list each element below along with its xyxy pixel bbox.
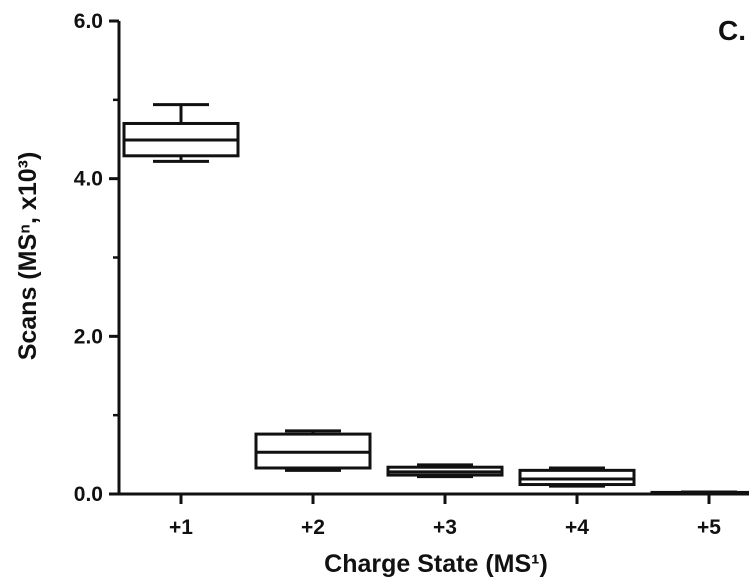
x-tick-label: +1 (169, 516, 193, 539)
axes: 0.0 2.0 4.0 6.0 +1 +2 +3 +4 +5 (74, 10, 749, 539)
x-tick-label: +5 (697, 516, 721, 539)
panel-label: C. (718, 15, 746, 46)
y-tick-label: 6.0 (74, 10, 103, 33)
box-3 (386, 463, 504, 479)
x-tick-label: +2 (301, 516, 325, 539)
box-4 (518, 466, 636, 488)
box-1 (122, 103, 240, 163)
x-axis-title: Charge State (MS¹) (324, 550, 548, 578)
box-iqr (518, 468, 636, 487)
x-tick-label: +4 (565, 516, 589, 539)
y-tick-label: 2.0 (74, 325, 103, 348)
box-5 (650, 490, 749, 496)
y-tick-label: 4.0 (74, 168, 103, 191)
x-tick-label: +3 (433, 516, 457, 539)
y-tick-label: 0.0 (74, 483, 103, 506)
y-axis-title: Scans (MSⁿ, x10³) (14, 152, 42, 361)
box-2 (254, 429, 372, 472)
box-series (122, 103, 749, 496)
